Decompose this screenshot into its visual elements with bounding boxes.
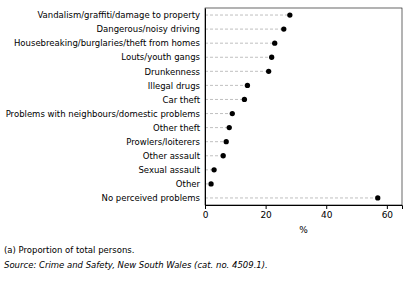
x-axis-title: % [299, 225, 308, 235]
footnote: (a) Proportion of total persons. [4, 245, 134, 255]
dot [208, 181, 213, 186]
y-tick: Other theft [153, 123, 201, 133]
y-tick-label: Dangerous/noisy driving [97, 24, 201, 34]
leader-line [205, 127, 229, 128]
marks [205, 12, 380, 200]
x-tick: 0 [203, 205, 209, 220]
y-tick-label: Vandalism/graffiti/damage to property [37, 10, 200, 20]
y-axis-line [205, 9, 206, 206]
y-tick: Dangerous/noisy driving [97, 24, 201, 34]
leader-line [205, 29, 284, 30]
x-tick-label: 60 [382, 210, 394, 220]
y-tick: Other [176, 179, 201, 189]
dot [230, 111, 235, 116]
y-tick: Housebreaking/burglaries/theft from home… [14, 38, 201, 48]
y-tick: Sexual assault [138, 165, 200, 175]
y-axis: Vandalism/graffiti/damage to property Dan… [6, 9, 206, 206]
y-tick-label: Other [176, 179, 201, 189]
dot [224, 139, 229, 144]
leader-line [205, 113, 232, 114]
y-tick-label: Prowlers/loiterers [126, 137, 200, 147]
x-tick-label: 40 [321, 210, 333, 220]
footnote: Source: Crime and Safety, New South Wale… [4, 260, 268, 270]
dot [211, 167, 216, 172]
y-tick-label: Other assault [143, 151, 201, 161]
dot [281, 26, 286, 31]
x-axis: 0 20 40 60 [203, 205, 403, 220]
y-tick: Other assault [143, 151, 201, 161]
x-tick-mark [326, 205, 327, 209]
dot [269, 55, 274, 60]
plot-frame [205, 8, 402, 205]
dot [287, 12, 292, 17]
y-tick-label: Illegal drugs [148, 81, 201, 91]
y-tick: Drunkenness [144, 67, 200, 77]
x-tick: 60 [382, 205, 394, 220]
x-tick-label: 0 [203, 210, 209, 220]
x-tick: 40 [321, 205, 333, 220]
y-tick-label: Housebreaking/burglaries/theft from home… [14, 38, 201, 48]
leader-line [205, 197, 378, 198]
dot [272, 41, 277, 46]
y-tick: No perceived problems [102, 193, 201, 203]
y-tick: Louts/youth gangs [121, 52, 200, 62]
leader-line [205, 85, 247, 86]
y-tick: Car theft [163, 95, 201, 105]
y-tick-label: Drunkenness [144, 67, 200, 77]
chart-container: 0 20 40 60 Vandalism/graffiti/damage to prop… [0, 0, 416, 283]
leader-line [205, 71, 269, 72]
dot [227, 125, 232, 130]
dot [375, 195, 380, 200]
y-tick: Illegal drugs [148, 81, 201, 91]
leader-line [205, 57, 272, 58]
y-tick-label: Problems with neighbours/domestic proble… [6, 109, 201, 119]
x-tick-label: 20 [260, 210, 272, 220]
dot [266, 69, 271, 74]
y-tick: Problems with neighbours/domestic proble… [6, 109, 201, 119]
dot [245, 83, 250, 88]
y-tick: Vandalism/graffiti/damage to property [37, 10, 200, 20]
y-tick: Prowlers/loiterers [126, 137, 200, 147]
y-tick-label: No perceived problems [102, 193, 201, 203]
leader-line [205, 43, 275, 44]
x-tick-mark [205, 205, 206, 209]
x-tick-mark [266, 205, 267, 209]
x-tick: 20 [260, 205, 272, 220]
leader-line [205, 15, 290, 16]
chart: 0 20 40 60 Vandalism/graffiti/damage to prop… [0, 0, 416, 283]
x-tick-mark [387, 205, 388, 209]
leader-line [205, 99, 244, 100]
y-tick-label: Sexual assault [138, 165, 200, 175]
y-tick-label: Other theft [153, 123, 201, 133]
dot [221, 153, 226, 158]
dot [242, 97, 247, 102]
y-tick-label: Car theft [163, 95, 201, 105]
x-axis-line [206, 206, 403, 210]
leader-line [205, 155, 223, 156]
leader-line [205, 141, 226, 142]
y-tick-label: Louts/youth gangs [121, 52, 200, 62]
